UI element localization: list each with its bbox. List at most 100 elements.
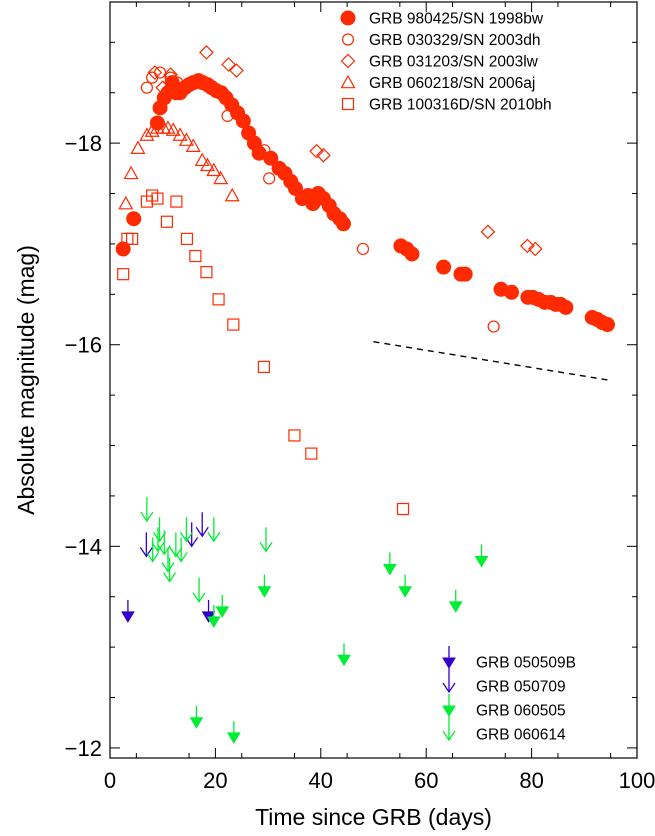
legend-item: GRB 050509B — [442, 646, 576, 672]
data-point — [221, 109, 234, 123]
data-point — [229, 63, 244, 78]
series-4 — [117, 189, 410, 516]
data-point — [504, 284, 520, 300]
legend-item: GRB 031203/SN 2003lw — [340, 53, 539, 71]
data-point — [257, 360, 270, 373]
legend-top: GRB 980425/SN 1998bw GRB 030329/SN 2003dh… — [340, 10, 552, 114]
data-point — [180, 232, 194, 245]
x-tick-label: 40 — [309, 768, 333, 793]
data-point — [126, 232, 139, 245]
data-point — [130, 140, 146, 154]
data-point — [151, 192, 164, 205]
data-point — [288, 429, 301, 442]
legend-bottom: GRB 050509B GRB 050709 GRB 060505 GRB 06061… — [442, 646, 576, 744]
legend-marker — [341, 97, 355, 111]
data-point — [192, 577, 206, 603]
data-point — [258, 144, 271, 157]
legend-marker — [442, 694, 456, 717]
series-0 — [115, 73, 615, 333]
data-point — [163, 67, 178, 82]
x-tick-label: 80 — [519, 768, 543, 793]
data-point — [126, 211, 142, 227]
data-point — [185, 138, 201, 152]
legend-label: GRB 060218/SN 2006aj — [369, 75, 535, 92]
data-point — [527, 241, 543, 257]
data-point — [335, 216, 351, 232]
data-point — [382, 552, 397, 576]
data-point — [213, 170, 229, 185]
axes-layer: 0 20 40 60 80 100 −18 −16 −14 −12 — [65, 2, 655, 793]
data-point — [337, 643, 351, 667]
data-point — [155, 80, 171, 96]
data-point — [206, 162, 222, 177]
data-point — [206, 604, 221, 628]
data-point — [146, 537, 160, 563]
data-point — [227, 318, 240, 331]
x-tick-label: 0 — [104, 768, 116, 793]
data-point — [144, 123, 160, 137]
data-point — [398, 574, 413, 598]
data-point — [448, 589, 463, 613]
data-point — [207, 517, 221, 543]
data-point — [139, 532, 153, 558]
x-tick-label: 60 — [414, 768, 438, 793]
data-point — [212, 293, 225, 306]
data-point — [147, 65, 163, 80]
data-point — [189, 705, 204, 729]
data-point — [457, 266, 473, 282]
data-point — [171, 76, 184, 89]
y-tick-label: −18 — [65, 131, 102, 156]
data-point — [263, 172, 276, 185]
legend-marker — [442, 668, 456, 694]
data-point — [165, 122, 181, 136]
data-point — [139, 127, 155, 141]
data-point — [199, 157, 216, 172]
data-layer — [115, 45, 615, 744]
legend-item: GRB 060614 — [442, 716, 566, 744]
legend-label: GRB 050709 — [476, 679, 566, 696]
data-point — [226, 720, 241, 744]
y-axis-title: Absolute magnitude (mag) — [13, 245, 39, 515]
data-point — [179, 517, 193, 543]
data-point — [178, 132, 194, 146]
data-point — [152, 517, 167, 543]
data-point — [115, 241, 131, 257]
data-point — [436, 259, 452, 275]
legend-marker — [340, 74, 356, 89]
data-point — [474, 544, 489, 568]
data-point — [172, 127, 188, 141]
legend-label: GRB 030329/SN 2003dh — [369, 32, 540, 49]
data-point — [487, 320, 500, 333]
data-point — [140, 81, 153, 94]
data-point — [404, 246, 420, 262]
data-point — [305, 447, 318, 460]
legend-marker — [442, 716, 456, 742]
data-point — [160, 215, 174, 228]
data-point — [123, 165, 139, 180]
data-point — [163, 557, 177, 583]
legend-label: GRB 100316D/SN 2010bh — [369, 97, 552, 114]
data-point — [221, 57, 236, 72]
data-point — [199, 45, 214, 60]
series-6 — [139, 512, 209, 558]
data-point — [558, 299, 574, 315]
legend-label: GRB 050509B — [476, 655, 576, 672]
data-point — [161, 547, 175, 573]
data-point — [195, 512, 209, 538]
data-point — [309, 143, 324, 159]
legend-item: GRB 030329/SN 2003dh — [341, 32, 540, 49]
legend-label: GRB 980425/SN 1998bw — [369, 11, 544, 28]
legend-marker — [340, 53, 356, 69]
data-point — [189, 249, 202, 263]
legend-label: GRB 060505 — [476, 703, 566, 720]
data-point — [599, 317, 615, 333]
series-7 — [189, 544, 489, 744]
data-point — [259, 527, 273, 553]
data-point — [140, 497, 154, 523]
x-axis-title: Time since GRB (days) — [255, 804, 492, 830]
data-point — [224, 187, 240, 202]
series-8 — [140, 497, 273, 603]
data-point — [480, 224, 496, 240]
